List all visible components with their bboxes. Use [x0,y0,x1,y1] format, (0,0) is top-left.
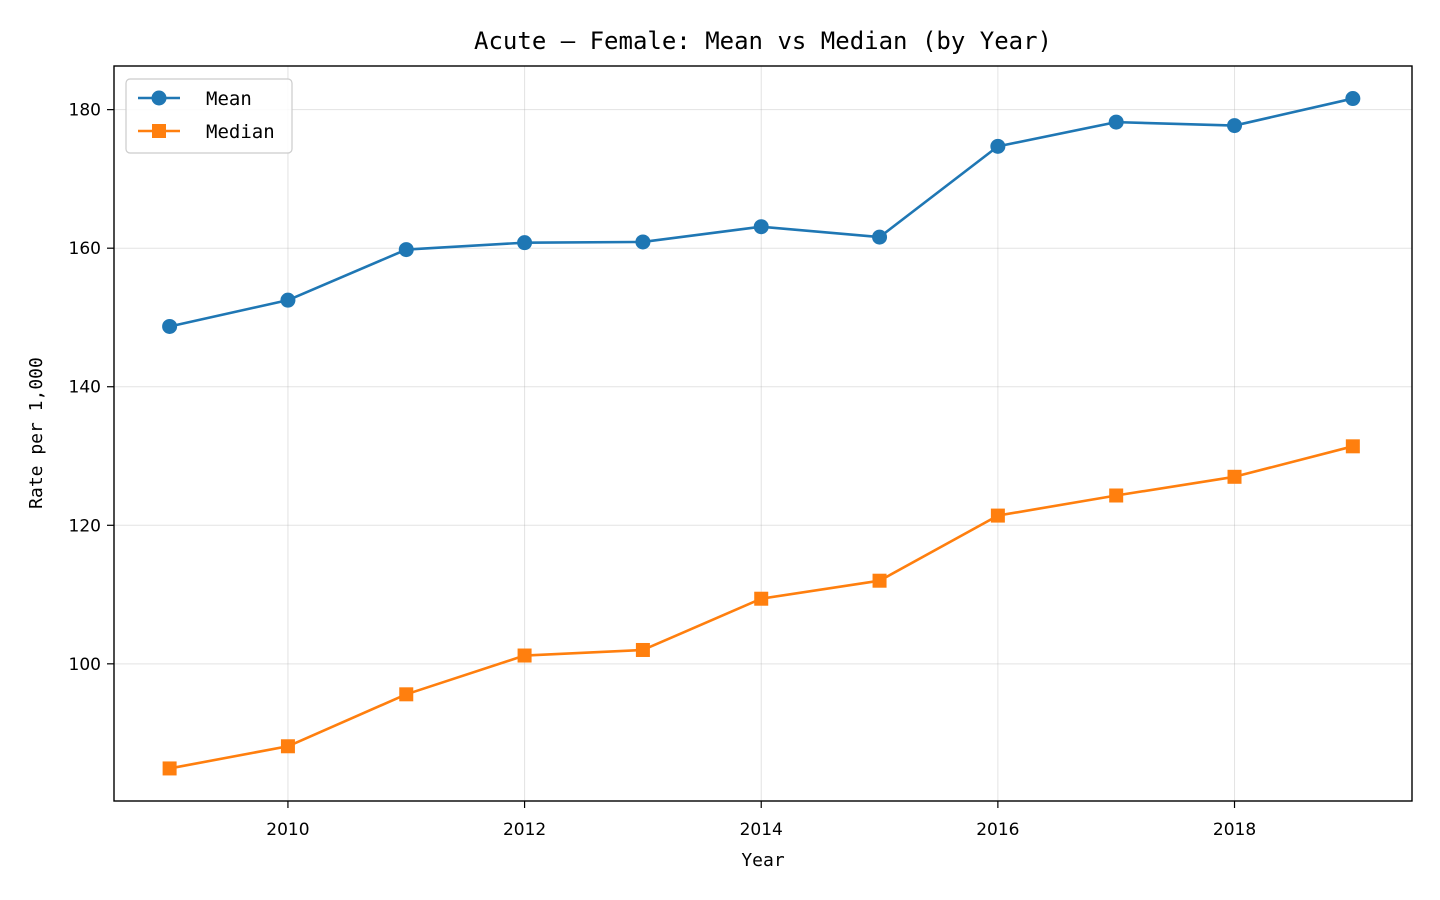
data-point-mean [517,235,533,251]
data-point-median [162,761,177,776]
x-axis-label: Year [741,850,785,871]
data-point-median [517,648,532,663]
y-tick-label: 160 [69,239,101,259]
x-tick-label: 2016 [976,820,1019,840]
data-point-median [1227,469,1242,484]
y-tick-label: 120 [69,516,101,536]
y-tick-label: 180 [69,101,101,121]
data-point-median [1345,439,1360,454]
data-point-mean [1108,114,1124,130]
legend: Mean Median [125,78,293,154]
legend-marker-median [152,124,166,138]
data-point-mean [990,138,1006,154]
data-point-mean [635,234,651,250]
x-tick-label: 2018 [1213,820,1256,840]
plot-frame [113,65,1413,802]
data-point-median [635,642,650,657]
legend-label-mean: Mean [206,88,252,110]
series-layer [162,91,1361,776]
data-point-mean [872,229,888,245]
data-point-mean [1345,91,1361,107]
x-tick-label: 2012 [503,820,546,840]
data-point-mean [1227,118,1243,134]
data-point-mean [398,242,414,258]
y-tick-label: 100 [69,655,101,675]
chart-title: Acute — Female: Mean vs Median (by Year) [474,27,1052,55]
data-point-median [872,573,887,588]
legend-label-median: Median [206,121,275,143]
x-tick-label: 2014 [740,820,783,840]
data-point-mean [280,292,296,308]
data-point-mean [753,219,769,235]
axis-ticks: 2010 2012 2014 2016 2018 100 120 140 160 180 [69,101,1257,840]
data-point-median [399,687,414,702]
legend-marker-mean [151,90,167,106]
data-point-median [754,591,769,606]
data-point-median [990,508,1005,523]
data-point-median [1109,488,1124,503]
data-point-mean [162,318,178,334]
y-tick-label: 140 [69,378,101,398]
grid [114,66,1412,801]
x-tick-label: 2010 [266,820,309,840]
data-point-median [280,739,295,754]
y-axis-label: Rate per 1,000 [26,357,47,509]
